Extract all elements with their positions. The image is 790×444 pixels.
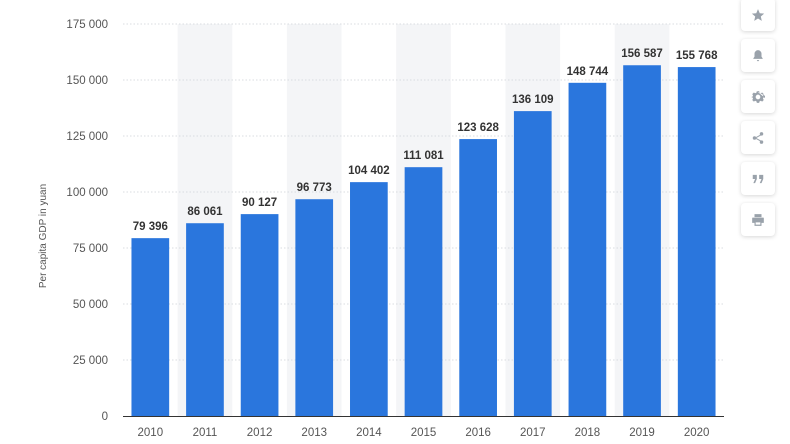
settings-button[interactable] (741, 80, 775, 113)
data-label: 104 402 (348, 165, 390, 177)
y-tick-label: 150 000 (66, 75, 108, 87)
bar[interactable] (295, 199, 334, 416)
bar[interactable] (513, 111, 552, 416)
y-tick-label: 100 000 (66, 187, 108, 199)
data-label: 123 628 (457, 122, 499, 134)
y-tick-label: 175 000 (66, 19, 108, 31)
x-axis-ticks: 2010 2011 2012 2013 2014 2015 2016 2017 2018 2019… (138, 427, 710, 439)
x-tick-label: 2020 (684, 427, 710, 439)
quote-icon (752, 174, 764, 183)
data-label: 79 396 (133, 221, 168, 233)
share-icon (752, 131, 764, 144)
x-tick-label: 2017 (520, 427, 546, 439)
data-label: 90 127 (242, 197, 277, 209)
bar[interactable] (677, 67, 716, 416)
data-label: 86 061 (187, 206, 223, 218)
bar[interactable] (350, 182, 388, 416)
y-tick-label: 75 000 (73, 243, 108, 255)
print-button[interactable] (741, 203, 775, 236)
favorite-button[interactable] (741, 0, 775, 31)
bar-chart: 79 396 86 061 90 127 96 773 104 402 111 081 12… (38, 19, 724, 439)
data-label: 148 744 (567, 66, 609, 78)
x-tick-label: 2013 (301, 427, 327, 439)
data-label: 111 081 (403, 150, 444, 162)
x-tick-label: 2019 (629, 427, 655, 439)
cite-button[interactable] (741, 162, 775, 195)
y-axis-ticks: 0 25 000 50 000 75 000 100 000 125 000 150 000… (66, 19, 108, 423)
star-icon (751, 8, 765, 21)
x-tick-label: 2012 (247, 427, 273, 439)
x-tick-label: 2010 (138, 427, 164, 439)
share-button[interactable] (741, 121, 775, 154)
print-icon (752, 213, 764, 226)
data-label: 155 768 (676, 50, 718, 62)
y-tick-label: 0 (102, 411, 108, 423)
bell-icon (753, 49, 763, 61)
x-tick-label: 2014 (356, 427, 382, 439)
bar[interactable] (623, 65, 661, 416)
gear-icon (751, 90, 765, 103)
x-tick-label: 2015 (411, 427, 437, 439)
data-label: 136 109 (512, 94, 554, 106)
y-tick-label: 125 000 (66, 131, 108, 143)
bar[interactable] (404, 167, 443, 416)
y-tick-label: 50 000 (73, 299, 108, 311)
notification-button[interactable] (741, 39, 775, 72)
bar[interactable] (186, 223, 224, 416)
data-label: 96 773 (297, 182, 332, 194)
y-tick-label: 25 000 (73, 355, 108, 367)
x-tick-label: 2016 (465, 427, 491, 439)
data-label: 156 587 (621, 48, 663, 60)
bar[interactable] (568, 82, 607, 416)
bar[interactable] (131, 238, 170, 416)
x-tick-label: 2018 (575, 427, 601, 439)
bars (131, 65, 716, 416)
bar[interactable] (240, 214, 279, 416)
bar[interactable] (459, 139, 497, 416)
data-labels: 79 396 86 061 90 127 96 773 104 402 111 081 12… (133, 48, 718, 233)
y-axis-label: Per capita GDP in yuan (38, 184, 49, 288)
x-tick-label: 2011 (193, 427, 218, 439)
